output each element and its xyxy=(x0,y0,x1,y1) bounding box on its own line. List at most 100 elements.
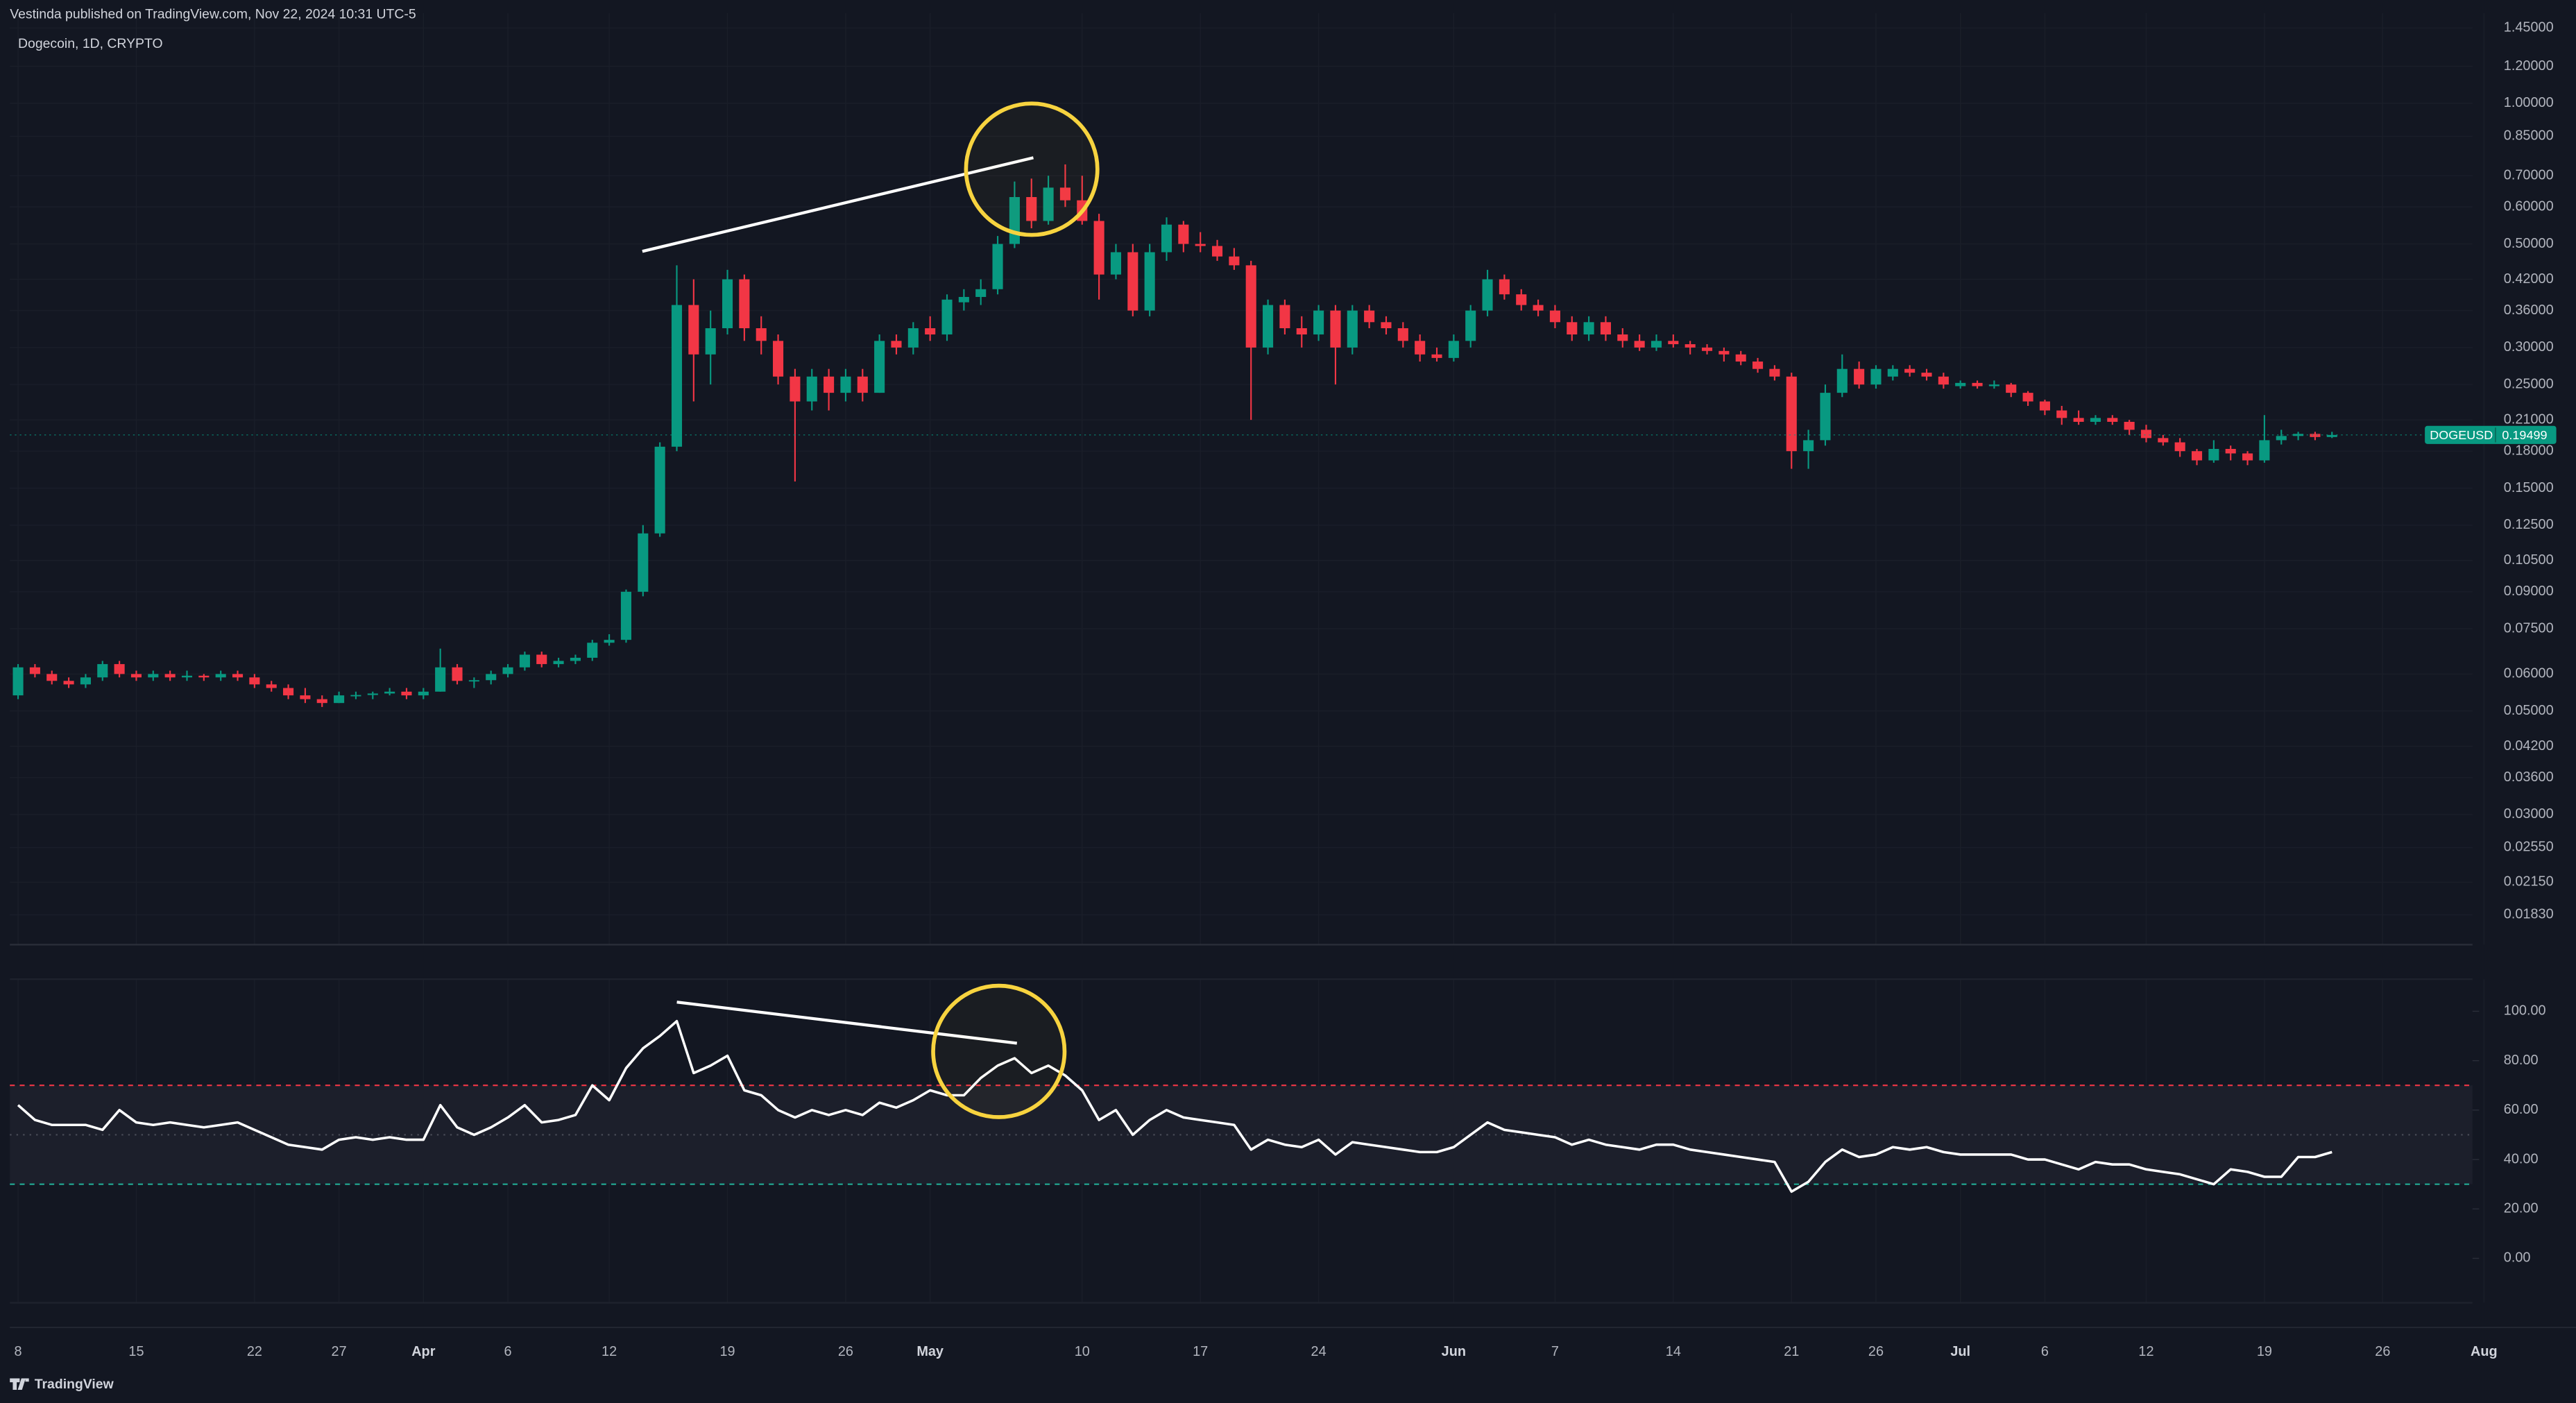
candle-body xyxy=(587,643,598,658)
candle-body xyxy=(334,695,345,704)
candle-body xyxy=(958,296,969,303)
candle-body xyxy=(2158,438,2169,443)
candle-body xyxy=(486,674,497,681)
candle-body xyxy=(215,674,226,678)
x-tick-label: 24 xyxy=(1311,1344,1327,1359)
candle-body xyxy=(941,299,953,335)
candle-body xyxy=(1381,322,1392,329)
y-tick-label: 0.15000 xyxy=(2504,480,2554,495)
drawings xyxy=(642,101,1100,1119)
y-tick-label: 0.21000 xyxy=(2504,411,2554,427)
x-tick-label: 12 xyxy=(602,1344,617,1359)
candle-body xyxy=(1972,382,1983,386)
candle-body xyxy=(857,376,868,393)
candle-body xyxy=(148,674,159,678)
candle-body xyxy=(1482,279,1493,311)
candle-body xyxy=(1921,373,1932,377)
y-tick-label: 0.85000 xyxy=(2504,128,2554,144)
candle-body xyxy=(266,684,277,688)
x-tick-label: 12 xyxy=(2138,1344,2153,1359)
candle-body xyxy=(638,533,649,592)
candle-body xyxy=(671,305,683,447)
candle-body xyxy=(1296,328,1307,335)
candle-body xyxy=(130,674,142,678)
rsi-line xyxy=(17,1019,2332,1193)
candle-body xyxy=(316,699,327,704)
y-tick-label: 20.00 xyxy=(2504,1201,2539,1216)
candle-body xyxy=(604,640,615,643)
candle-body xyxy=(350,695,361,697)
candle-body xyxy=(2006,384,2017,393)
candle-body xyxy=(1059,187,1071,201)
highlight-circle xyxy=(931,983,1067,1119)
candle-body xyxy=(1313,310,1324,335)
trend-line xyxy=(676,1001,1018,1045)
x-tick-label: 10 xyxy=(1075,1344,1090,1359)
candle-body xyxy=(46,674,58,681)
candle-body xyxy=(2056,410,2067,418)
y-tick-label: 0.06000 xyxy=(2504,666,2554,681)
candle-body xyxy=(1211,246,1223,257)
candle-body xyxy=(975,289,987,297)
candle-body xyxy=(2107,418,2118,422)
price-tag xyxy=(2425,425,2557,444)
candle-body xyxy=(840,376,851,393)
candle-body xyxy=(570,657,581,661)
x-tick-label: May xyxy=(916,1344,944,1359)
candle-body xyxy=(1431,354,1442,358)
candle-body xyxy=(2276,436,2287,441)
candle-body xyxy=(2140,430,2152,439)
candle-body xyxy=(1279,305,1290,329)
candle-body xyxy=(249,677,260,685)
candle-body xyxy=(1465,310,1476,341)
chart-title: Dogecoin, 1D, CRYPTO xyxy=(18,36,163,51)
y-tick-label: 0.18000 xyxy=(2504,443,2554,458)
y-tick-label: 0.70000 xyxy=(2504,167,2554,182)
candle-body xyxy=(519,654,530,668)
candle-body xyxy=(1144,252,1155,311)
candle-body xyxy=(63,681,74,685)
logo xyxy=(10,1378,29,1391)
candle-body xyxy=(1245,265,1256,348)
x-tick-label: 6 xyxy=(2041,1344,2049,1359)
grid xyxy=(10,12,2485,1303)
candle-body xyxy=(1955,382,1966,386)
candle-body xyxy=(114,664,125,674)
candle-body xyxy=(502,667,513,674)
candle-body xyxy=(688,305,699,355)
candle-body xyxy=(198,675,210,678)
x-tick-label: Aug xyxy=(2471,1344,2498,1359)
x-tick-label: 22 xyxy=(247,1344,262,1359)
candle-body xyxy=(2073,418,2084,422)
y-tick-label: 0.10500 xyxy=(2504,552,2554,568)
candle-body xyxy=(1600,322,1612,335)
candle-body xyxy=(1093,221,1104,275)
x-tick-label: 14 xyxy=(1666,1344,1681,1359)
y-tick-label: 0.02150 xyxy=(2504,874,2554,890)
x-tick-label: 26 xyxy=(838,1344,853,1359)
candle-body xyxy=(435,667,446,692)
candle-body xyxy=(418,691,429,696)
candle-body xyxy=(468,680,479,682)
candle-body xyxy=(907,328,919,348)
candle-body xyxy=(384,691,395,694)
candle-body xyxy=(1043,187,1054,221)
plot-area xyxy=(10,164,2473,1193)
y-tick-label: 0.60000 xyxy=(2504,199,2554,214)
candle-body xyxy=(2039,401,2050,411)
y-tick-label: 0.07500 xyxy=(2504,620,2554,636)
y-tick-label: 100.00 xyxy=(2504,1003,2546,1019)
header-text: Vestinda published on TradingView.com, N… xyxy=(10,6,416,22)
candle-body xyxy=(1701,347,1713,351)
candle-body xyxy=(2259,440,2270,461)
x-tick-label: Jul xyxy=(1950,1344,1970,1359)
y-tick-label: 1.20000 xyxy=(2504,58,2554,74)
candle-body xyxy=(367,693,378,695)
candle-body xyxy=(705,328,716,355)
candle-body xyxy=(806,376,817,402)
x-tick-label: 6 xyxy=(504,1344,512,1359)
y-tick-label: 0.25000 xyxy=(2504,376,2554,391)
candle-body xyxy=(1364,310,1375,323)
candle-body xyxy=(1650,341,1662,348)
candle-body xyxy=(1499,279,1510,295)
